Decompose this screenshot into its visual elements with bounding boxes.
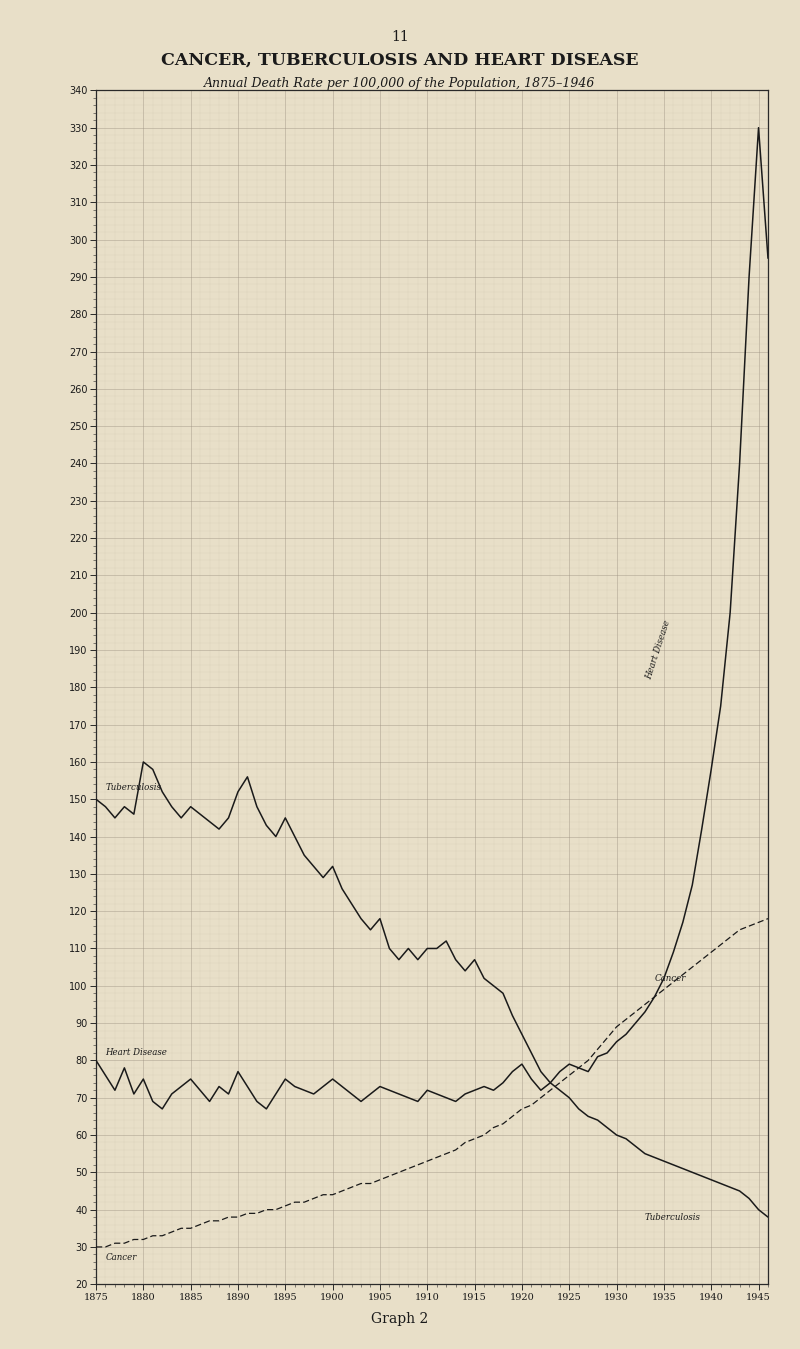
- Text: Annual Death Rate per 100,000 of the Population, 1875–1946: Annual Death Rate per 100,000 of the Pop…: [204, 77, 596, 90]
- Text: Graph 2: Graph 2: [371, 1313, 429, 1326]
- Text: Tuberculosis: Tuberculosis: [645, 1213, 701, 1222]
- Text: Tuberculosis: Tuberculosis: [106, 782, 162, 792]
- Text: Heart Disease: Heart Disease: [106, 1048, 167, 1056]
- Text: Heart Disease: Heart Disease: [645, 619, 673, 681]
- Text: 11: 11: [391, 30, 409, 43]
- Text: Cancer: Cancer: [654, 974, 686, 983]
- Text: Cancer: Cancer: [106, 1253, 137, 1261]
- Text: CANCER, TUBERCULOSIS AND HEART DISEASE: CANCER, TUBERCULOSIS AND HEART DISEASE: [162, 51, 638, 69]
